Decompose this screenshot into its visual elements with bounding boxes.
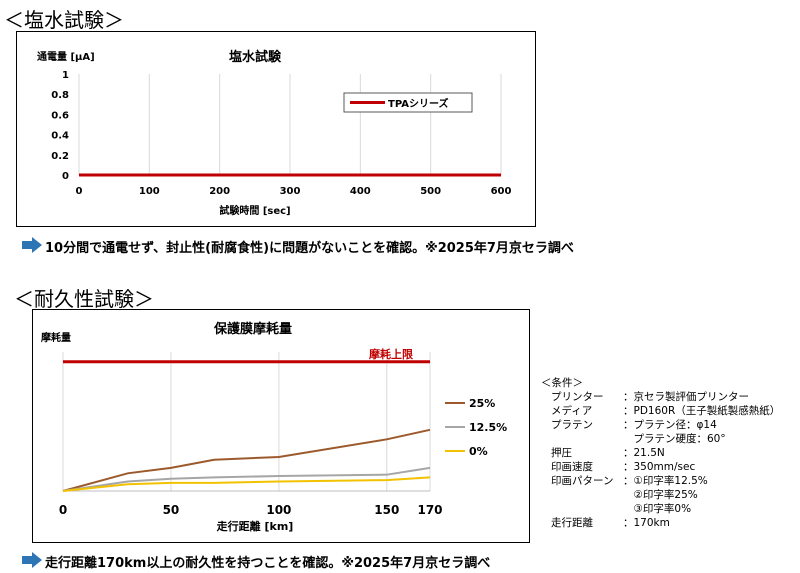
- salt-chart-box: 塩水試験 通電量 [μA] 0 100 200 300 400 500 600 0 0.2 0.4 0.…: [16, 31, 536, 227]
- x-tick-label: 100: [139, 186, 160, 197]
- condition-value: プラテン硬度：60°: [623, 433, 726, 445]
- condition-row: 走行距離 ：170km: [541, 516, 780, 530]
- y-tick-label: 1: [62, 70, 69, 81]
- series-line-12-5: [62, 466, 431, 492]
- condition-row: メディア ：PD160R（王子製紙製感熱紙）: [541, 404, 780, 418]
- legend-label: 12.5%: [469, 421, 507, 434]
- condition-label: 押圧: [551, 447, 572, 459]
- condition-label: [541, 488, 623, 502]
- y-axis-label: 通電量 [μA]: [37, 50, 95, 63]
- condition-label: 印画速度: [551, 461, 593, 473]
- legend-label-tpa: TPAシリーズ: [388, 97, 448, 110]
- condition-row: プラテン ：プラテン径：φ14: [541, 418, 780, 432]
- condition-label: [541, 502, 623, 516]
- x-tick-label: 0: [59, 503, 67, 517]
- condition-value: ：京セラ製評価プリンター: [623, 391, 749, 403]
- x-tick-label: 500: [420, 186, 441, 197]
- y-axis-label: 摩耗量: [41, 331, 71, 344]
- salt-test-chart: 塩水試験 通電量 [μA] 0 100 200 300 400 500 600 0 0.2 0.4 0.…: [37, 49, 512, 217]
- condition-row: 印画速度 ：350mm/sec: [541, 460, 780, 474]
- salt-note: 10分間で通電せず、封止性(耐腐食性)に問題がないことを確認。※2025年7月京…: [45, 241, 574, 256]
- x-tick-label: 600: [491, 186, 512, 197]
- y-tick-label: 0.4: [51, 131, 69, 142]
- x-tick-label: 150: [374, 503, 399, 517]
- condition-value: ：PD160R（王子製紙製感熱紙）: [623, 405, 781, 417]
- series-line-25: [62, 428, 431, 492]
- condition-value: ③印字率0%: [623, 503, 692, 515]
- arrow-right-icon: [22, 552, 42, 568]
- wear-limit-label: 摩耗上限: [369, 347, 413, 361]
- x-tick-label: 400: [350, 186, 371, 197]
- y-tick-label: 0.6: [51, 110, 69, 121]
- y-tick-label: 0.8: [51, 90, 69, 101]
- conditions-block: ＜条件＞ プリンター ：京セラ製評価プリンターメディア ：PD160R（王子製紙製感…: [541, 376, 780, 530]
- condition-label: プラテン: [551, 419, 593, 431]
- condition-label: 印画パターン: [551, 475, 614, 487]
- conditions-header: ＜条件＞: [541, 377, 583, 389]
- condition-label: プリンター: [551, 391, 604, 403]
- series-line-0: [62, 476, 431, 492]
- durability-note: 走行距離170km以上の耐久性を持つことを確認。※2025年7月京セラ調べ: [45, 556, 491, 571]
- x-axis-label: 走行距離 [km]: [216, 519, 294, 533]
- x-tick-label: 100: [266, 503, 291, 517]
- legend-label: 0%: [469, 445, 488, 458]
- condition-value: ：21.5N: [623, 447, 665, 459]
- condition-label: メディア: [551, 405, 593, 417]
- condition-value: ：170km: [623, 517, 670, 529]
- legend-box: [343, 92, 473, 113]
- condition-row: 印画パターン ：①印字率12.5%: [541, 474, 780, 488]
- chart-title: 塩水試験: [229, 49, 282, 65]
- chart-title: 保護膜摩耗量: [213, 321, 292, 337]
- condition-value: ：プラテン径：φ14: [623, 419, 717, 431]
- condition-value: ②印字率25%: [623, 489, 698, 501]
- x-axis-label: 試験時間 [sec]: [219, 204, 290, 217]
- x-tick-label: 200: [209, 186, 230, 197]
- condition-row: 押圧 ：21.5N: [541, 446, 780, 460]
- condition-row: ②印字率25%: [541, 488, 780, 502]
- x-tick-label: 300: [280, 186, 301, 197]
- legend-label: 25%: [469, 397, 495, 410]
- durability-section-title: ＜耐久性試験＞: [14, 287, 154, 311]
- x-tick-label: 170: [417, 503, 442, 517]
- condition-value: ：①印字率12.5%: [623, 475, 708, 487]
- y-tick-label: 0.2: [51, 151, 69, 162]
- salt-section-title: ＜塩水試験＞: [4, 8, 124, 32]
- y-tick-label: 0: [62, 171, 69, 182]
- condition-row: プリンター ：京セラ製評価プリンター: [541, 390, 780, 404]
- arrow-right-icon: [22, 237, 42, 253]
- x-tick-label: 50: [163, 503, 180, 517]
- x-tick-label: 0: [76, 186, 83, 197]
- condition-value: ：350mm/sec: [623, 461, 696, 473]
- condition-label: 走行距離: [551, 517, 593, 529]
- condition-row: プラテン硬度：60°: [541, 432, 780, 446]
- durability-chart-box: 保護膜摩耗量摩耗量 0 50 100 150 170 摩耗上限走行距離 [km] 25% 12.…: [32, 309, 530, 543]
- condition-label: [541, 432, 623, 446]
- condition-row: ③印字率0%: [541, 502, 780, 516]
